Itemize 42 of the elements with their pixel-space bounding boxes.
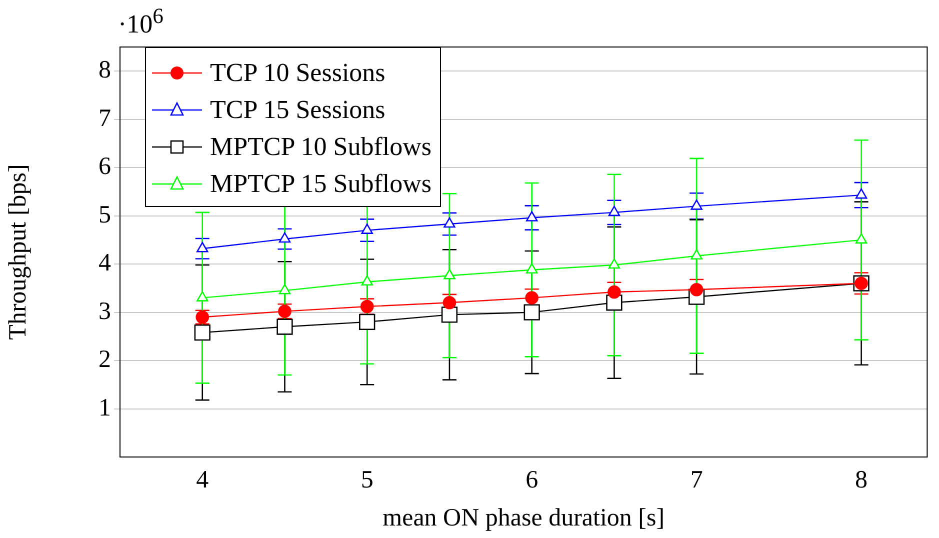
- y-tick-label: 6: [98, 153, 111, 180]
- legend-label: TCP 10 Sessions: [210, 57, 386, 89]
- point: [441, 306, 458, 323]
- text: ·10$^{6}$: [118, 4, 164, 40]
- point: [526, 263, 538, 274]
- point: [608, 258, 620, 269]
- point: [196, 291, 208, 302]
- point: [194, 324, 210, 341]
- y-axis-title: Throughput [bps]: [4, 164, 32, 340]
- legend-label: MPTCP 15 Subflows: [210, 168, 432, 200]
- y-tick-label: 5: [98, 201, 111, 228]
- point: [361, 275, 373, 286]
- y-tick-label: 2: [98, 346, 111, 374]
- point: [276, 318, 293, 335]
- y-tick-label: 1: [98, 394, 111, 422]
- legend-label: TCP 15 Sessions: [210, 94, 386, 126]
- x-axis-title: mean ON phase duration [s]: [382, 504, 665, 532]
- point: [526, 211, 538, 222]
- point: [690, 282, 704, 296]
- y-tick-label: 7: [98, 104, 111, 132]
- point: [855, 188, 868, 199]
- y-tick-label: 8: [98, 56, 111, 84]
- x-tick-label: 8: [855, 466, 868, 494]
- point: [855, 233, 868, 244]
- point: [608, 206, 620, 216]
- point: [524, 304, 540, 320]
- point: [359, 314, 376, 330]
- x-tick-label: 5: [360, 466, 374, 494]
- y-tick-label: 4: [98, 250, 112, 277]
- x-tick-label: 6: [526, 466, 538, 494]
- point: [444, 268, 456, 280]
- x-tick-label: 7: [690, 466, 703, 494]
- x-tick-label: 4: [196, 466, 210, 494]
- point: [196, 242, 208, 252]
- point: [278, 284, 291, 294]
- point: [444, 217, 456, 228]
- legend-label: MPTCP 10 Subflows: [210, 131, 432, 163]
- point: [278, 232, 291, 243]
- point: [361, 224, 373, 234]
- point: [690, 200, 702, 210]
- point: [690, 249, 702, 260]
- y-tick-label: 3: [98, 298, 111, 325]
